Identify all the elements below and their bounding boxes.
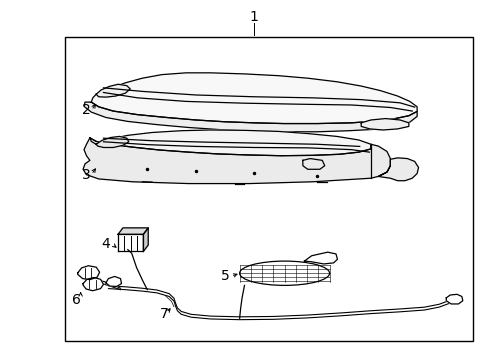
Polygon shape (143, 228, 148, 251)
Text: 6: 6 (72, 293, 81, 307)
Polygon shape (83, 278, 103, 291)
Text: 5: 5 (220, 269, 229, 283)
Polygon shape (90, 130, 370, 156)
Polygon shape (361, 118, 408, 130)
Text: 4: 4 (102, 237, 110, 251)
Polygon shape (83, 138, 418, 184)
Text: 1: 1 (249, 10, 258, 24)
Bar (64, 37, 472, 341)
Text: 3: 3 (82, 168, 91, 182)
Polygon shape (446, 294, 462, 304)
Polygon shape (118, 234, 143, 251)
Polygon shape (78, 266, 100, 280)
Ellipse shape (239, 261, 329, 285)
Text: 2: 2 (82, 103, 91, 117)
Polygon shape (91, 73, 416, 123)
Polygon shape (304, 252, 337, 264)
Polygon shape (106, 276, 121, 287)
Polygon shape (96, 136, 128, 148)
Polygon shape (84, 102, 416, 132)
Polygon shape (118, 228, 148, 234)
Text: 7: 7 (160, 307, 168, 321)
Polygon shape (96, 84, 130, 97)
